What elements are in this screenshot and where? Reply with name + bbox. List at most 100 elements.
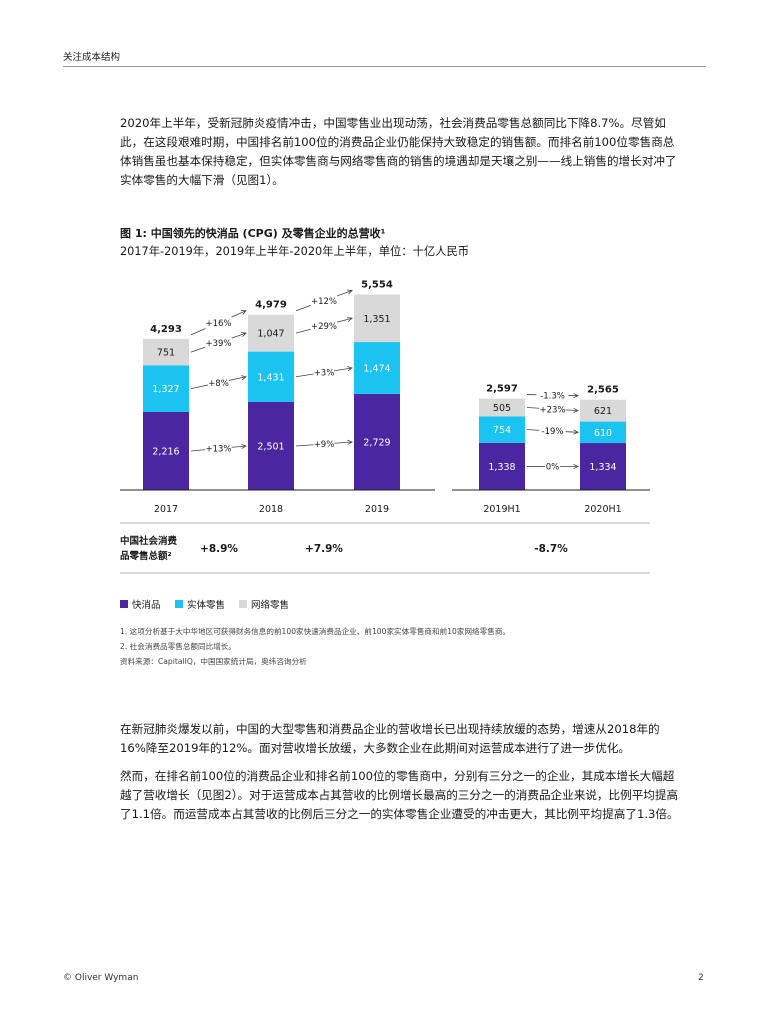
growth-cpg-2020h1-head <box>573 463 579 470</box>
x-tick-2018: 2018 <box>259 504 283 515</box>
legend-swatch-online <box>239 600 247 608</box>
bar-2019h1-online <box>479 398 525 417</box>
growth-online-2018-label-bg <box>205 336 232 349</box>
chart-plot: 2,216 1,327 751 4,293 2017 2,501 1,431 1,047 4,9… <box>143 279 626 515</box>
growth-online-2018-label: +39% <box>205 339 231 349</box>
bar-label-2019h1-online: 505 <box>493 403 511 414</box>
source-note: 资料来源：CapitalIQ，中国国家统计局，奥纬咨询分析 <box>120 657 307 666</box>
bar-2019-cpg <box>354 393 400 490</box>
bar-2020h1-cpg <box>580 443 626 490</box>
growth-cpg-2019-label-bg <box>313 437 335 450</box>
growth-total-2019-label-bg <box>310 294 338 307</box>
bar-2019h1-cpg <box>479 442 525 490</box>
growth-total-2019-head <box>346 289 353 295</box>
total-label-2019h1: 2,597 <box>486 384 518 395</box>
growth-total-2020h1-head <box>573 393 579 399</box>
retail-row-label-2: 品零售总额² <box>120 550 172 562</box>
growth-offline-2020h1-label: -19% <box>542 427 564 437</box>
growth-offline-2018-label-bg <box>208 376 229 389</box>
bar-2019-online <box>354 294 400 343</box>
total-label-2018: 4,979 <box>255 300 287 311</box>
growth-online-2019-head <box>347 316 353 322</box>
growth-total-2019-label: +12% <box>311 297 337 307</box>
paragraph-2: 在新冠肺炎爆发以前，中国的大型零售和消费品企业的营收增长已出现持续放缓的态势，增… <box>120 722 660 755</box>
legend-label-cpg: 快消品 <box>132 599 161 611</box>
bar-label-2019-cpg: 2,729 <box>363 437 390 448</box>
running-header: 关注成本结构 <box>63 52 121 63</box>
growth-online-2019-label-bg <box>310 319 338 332</box>
bar-label-2017-offline: 1,327 <box>152 384 179 395</box>
bar-2018-offline <box>248 351 294 402</box>
growth-total-2020h1-label: -1.3% <box>540 391 565 401</box>
bar-2017-offline <box>143 365 189 412</box>
bar-label-2017-online: 751 <box>157 348 175 359</box>
growth-offline-2020h1-label-bg <box>539 424 566 437</box>
bar-label-2018-cpg: 2,501 <box>257 441 284 452</box>
retail-growth-2020h1: -8.7% <box>534 543 568 555</box>
growth-cpg-2018-label-bg <box>205 442 232 455</box>
bar-label-2020h1-offline: 610 <box>594 428 612 439</box>
bar-label-2020h1-cpg: 1,334 <box>589 462 616 473</box>
footnote-2: 2. 社会消费品零售总额同比增长。 <box>120 642 236 651</box>
total-label-2019: 5,554 <box>361 279 393 290</box>
bar-label-2019-online: 1,351 <box>363 314 390 325</box>
x-tick-2019: 2019 <box>365 504 389 515</box>
retail-growth-2019: +7.9% <box>305 543 343 555</box>
growth-offline-2019-label-bg <box>313 366 335 379</box>
growth-total-2018-label-bg <box>205 316 232 329</box>
growth-offline-2019-label: +3% <box>314 369 335 379</box>
bar-label-2018-offline: 1,431 <box>257 372 284 383</box>
growth-offline-2020h1-head <box>573 429 579 435</box>
growth-cpg-2020h1-label: 0% <box>546 463 560 473</box>
total-label-2017: 4,293 <box>150 324 182 335</box>
bar-label-2019h1-cpg: 1,338 <box>488 462 515 473</box>
growth-offline-2018-label: +8% <box>208 379 229 389</box>
paragraph-3: 然而，在排名前100位的消费品企业和排名前100位的零售商中，分别有三分之一的企… <box>120 769 679 821</box>
x-tick-2019h1: 2019H1 <box>483 504 520 515</box>
bar-2017-cpg <box>143 411 189 490</box>
retail-growth-2018: +8.9% <box>200 543 238 555</box>
growth-cpg-2020h1-label-bg <box>544 460 561 473</box>
footnote-1: 1. 这项分析基于大中华地区可获得财务信息的前100家快速消费品企业、前100家… <box>120 627 511 636</box>
x-tick-2017: 2017 <box>154 504 178 515</box>
bar-label-2019-offline: 1,474 <box>363 363 390 374</box>
growth-online-2019-label: +29% <box>311 322 337 332</box>
figure-subtitle: 2017年-2019年，2019年上半年-2020年上半年，单位：十亿人民币 <box>120 245 470 258</box>
growth-total-2018-label: +16% <box>205 319 231 329</box>
bar-2017-online <box>143 338 189 366</box>
bar-2019h1-offline <box>479 416 525 443</box>
growth-cpg-2019-head <box>347 439 353 445</box>
growth-total-2018-head <box>240 310 247 315</box>
footer-copyright: © Oliver Wyman <box>63 973 139 983</box>
bar-2018-online <box>248 314 294 352</box>
paragraph-1: 2020年上半年，受新冠肺炎疫情冲击，中国零售业出现动荡，社会消费品零售总额同比… <box>120 116 677 187</box>
growth-total-2020h1-label-bg <box>536 389 569 402</box>
legend-swatch-offline <box>175 600 183 608</box>
bar-2020h1-offline <box>580 421 626 444</box>
bar-2020h1-online <box>580 399 626 422</box>
x-tick-2020h1: 2020H1 <box>584 504 621 515</box>
retail-row-label-1: 中国社会消费 <box>120 535 178 547</box>
figure-title: 图 1: 中国领先的快消品 (CPG) 及零售企业的总营收¹ <box>120 227 386 240</box>
growth-online-2020h1-label: +23% <box>539 405 565 415</box>
page-number: 2 <box>698 973 704 983</box>
bar-label-2020h1-online: 621 <box>594 406 612 417</box>
bar-2019-offline <box>354 342 400 394</box>
legend-label-offline: 实体零售 <box>187 599 225 611</box>
growth-cpg-2018-label: +13% <box>205 445 231 455</box>
bar-label-2018-online: 1,047 <box>257 329 284 340</box>
growth-offline-2019-head <box>347 366 353 372</box>
bar-label-2017-cpg: 2,216 <box>152 446 179 457</box>
bar-label-2019h1-offline: 754 <box>493 425 511 436</box>
growth-cpg-2018-head <box>241 443 247 449</box>
bar-2018-cpg <box>248 401 294 490</box>
growth-cpg-2019-label: +9% <box>314 440 335 450</box>
growth-online-2020h1-label-bg <box>539 403 566 416</box>
header-rule <box>63 66 706 67</box>
total-label-2020h1: 2,565 <box>587 385 619 396</box>
growth-online-2020h1-head <box>573 407 579 413</box>
growth-offline-2018-head <box>241 375 247 381</box>
legend-swatch-cpg <box>120 600 128 608</box>
legend-label-online: 网络零售 <box>251 599 289 611</box>
